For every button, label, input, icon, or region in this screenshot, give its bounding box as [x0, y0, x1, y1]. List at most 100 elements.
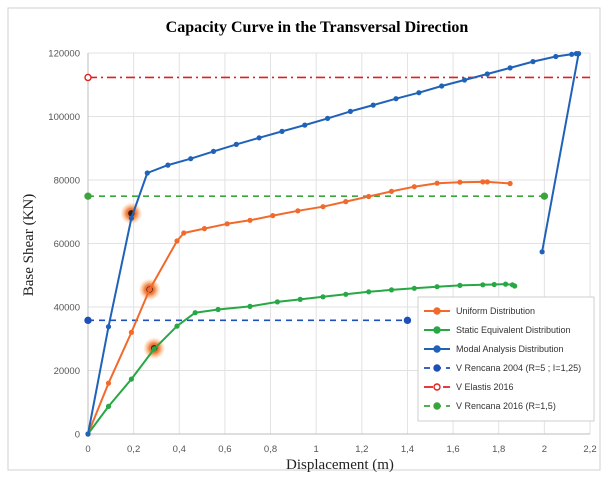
data-point	[270, 213, 276, 219]
data-point	[457, 179, 463, 185]
data-point	[434, 180, 440, 186]
x-tick-label: 1,4	[401, 444, 414, 455]
x-tick-label: 0,6	[218, 444, 231, 455]
legend-marker	[433, 364, 441, 372]
data-point	[366, 289, 372, 295]
series-line	[87, 52, 580, 435]
y-tick-label: 100000	[48, 112, 80, 123]
data-point	[188, 156, 194, 162]
data-point	[503, 281, 509, 287]
legend-label: Modal Analysis Distribution	[456, 344, 564, 354]
legend-box	[417, 296, 595, 422]
data-point	[210, 148, 217, 154]
legend-label: Static Equivalent Distribution	[456, 325, 571, 335]
data-point	[457, 282, 463, 288]
legend-label: V Elastis 2016	[456, 382, 514, 392]
legend-marker	[433, 307, 441, 315]
reference-marker	[84, 73, 92, 82]
data-point	[279, 128, 285, 134]
data-point	[416, 90, 422, 96]
data-point	[105, 324, 112, 330]
data-point	[569, 51, 575, 57]
data-point	[128, 376, 134, 382]
data-point	[215, 306, 221, 313]
x-tick-label: 2,2	[583, 444, 596, 455]
x-tick-label: 1,2	[355, 444, 368, 455]
x-tick-label: 0,8	[264, 444, 277, 455]
data-point	[388, 188, 395, 194]
data-point	[320, 294, 326, 300]
data-point	[165, 162, 171, 168]
data-point	[302, 122, 308, 128]
legend-label: V Rencana 2004 (R=5 ; I=1,25)	[456, 363, 581, 373]
x-tick-label: 1	[314, 444, 319, 455]
legend-label: Uniform Distribution	[456, 306, 535, 316]
y-tick-label: 40000	[54, 303, 80, 314]
data-point	[174, 323, 180, 329]
data-point	[439, 83, 445, 89]
data-point	[105, 403, 112, 409]
data-point	[105, 380, 112, 386]
data-point	[539, 249, 545, 255]
data-point	[388, 287, 395, 293]
data-point	[411, 285, 417, 291]
data-point	[295, 208, 301, 214]
data-point	[128, 329, 134, 335]
chart-title: Capacity Curve in the Transversal Direct…	[166, 19, 469, 36]
x-axis-title: Displacement (m)	[286, 457, 394, 473]
data-point	[484, 71, 490, 77]
data-point	[411, 184, 417, 190]
reference-marker	[84, 316, 92, 325]
legend-marker	[433, 345, 441, 353]
data-point	[181, 230, 187, 236]
data-point	[274, 299, 280, 305]
y-tick-label: 80000	[54, 176, 80, 187]
data-point	[320, 204, 326, 210]
data-point	[343, 291, 349, 297]
data-point	[247, 303, 253, 309]
x-tick-label: 0	[85, 444, 90, 455]
x-tick-label: 0,2	[127, 444, 140, 455]
data-point	[553, 53, 559, 60]
axes: 0 0,2 0,4 0,6 0,8 1 1,2 1,4 1,6 1,8 2 2,2 0 20000 4000…	[48, 49, 596, 456]
data-point	[343, 199, 349, 205]
data-point	[484, 179, 490, 185]
y-tick-label: 20000	[54, 366, 80, 377]
x-tick-label: 0,4	[173, 444, 186, 455]
legend-marker	[433, 383, 441, 391]
data-point	[480, 179, 486, 185]
y-axis-title: Base Shear (KN)	[21, 194, 37, 296]
reference-marker	[540, 192, 549, 200]
reference-marker	[403, 316, 412, 325]
data-point	[491, 281, 497, 288]
data-point	[151, 346, 157, 352]
data-point	[147, 286, 153, 293]
data-point	[325, 115, 331, 121]
data-point	[370, 102, 376, 108]
y-tick-label: 120000	[48, 49, 80, 60]
data-series	[85, 51, 582, 437]
legend-marker	[433, 402, 441, 410]
data-point	[576, 51, 582, 57]
data-point	[507, 65, 513, 71]
legend-marker	[433, 326, 441, 334]
y-tick-label: 0	[75, 430, 80, 441]
data-point	[512, 283, 518, 289]
x-tick-label: 1,6	[446, 444, 459, 455]
data-point	[434, 284, 440, 290]
data-point	[461, 77, 468, 83]
data-point	[347, 108, 353, 114]
reference-marker	[84, 192, 92, 200]
data-point	[247, 217, 253, 223]
data-point	[393, 96, 399, 102]
data-point	[256, 135, 262, 141]
legend: Uniform Distribution Static Equivalent Di…	[417, 296, 595, 422]
data-point	[192, 310, 198, 316]
data-point	[224, 221, 230, 227]
data-point	[366, 193, 372, 200]
x-tick-label: 2	[542, 444, 547, 455]
data-point	[480, 282, 486, 288]
data-point	[201, 226, 207, 232]
